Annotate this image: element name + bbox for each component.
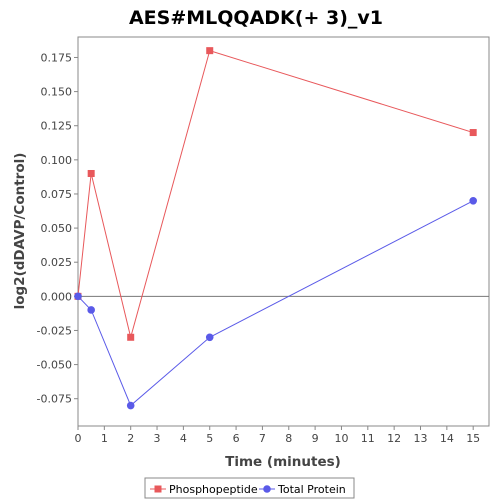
x-tick-label: 5	[206, 432, 213, 445]
y-tick-label: 0.100	[41, 154, 73, 167]
chart-title: AES#MLQQADK(+ 3)_v1	[129, 7, 383, 29]
x-tick-label: 11	[361, 432, 375, 445]
y-tick-label: 0.025	[41, 256, 73, 269]
x-tick-label: 10	[334, 432, 348, 445]
x-tick-label: 9	[312, 432, 319, 445]
total-protein-point	[126, 401, 135, 410]
x-tick-label: 4	[180, 432, 187, 445]
y-tick-label: 0.150	[41, 86, 73, 99]
x-tick-label: 7	[259, 432, 266, 445]
phosphopeptide-point	[87, 169, 95, 177]
x-tick-label: 14	[440, 432, 454, 445]
plot-area	[77, 36, 490, 427]
total-protein-point	[205, 333, 214, 342]
y-tick-label: 0.000	[41, 290, 73, 303]
x-tick-label: 8	[285, 432, 292, 445]
legend-label-phosphopeptide: Phosphopeptide	[169, 483, 258, 496]
x-tick-label: 13	[414, 432, 428, 445]
x-tick-label: 15	[466, 432, 480, 445]
phosphopeptide-point	[127, 333, 135, 341]
y-tick-label: 0.050	[41, 222, 73, 235]
y-tick-label: -0.025	[37, 324, 72, 337]
x-tick-label: 2	[127, 432, 134, 445]
legend-label-total-protein: Total Protein	[277, 483, 346, 496]
y-tick-label: 0.175	[41, 51, 73, 64]
x-tick-label: 3	[154, 432, 161, 445]
x-tick-label: 0	[75, 432, 82, 445]
phosphopeptide-point	[206, 47, 214, 55]
total-protein-point	[87, 306, 95, 314]
total-protein-point	[469, 196, 477, 205]
y-tick-label: 0.075	[41, 188, 73, 201]
x-axis-label: Time (minutes)	[225, 454, 341, 470]
x-tick-label: 1	[101, 432, 108, 445]
phosphopeptide-point	[469, 129, 477, 137]
x-tick-label: 6	[233, 432, 240, 445]
y-tick-label: -0.075	[37, 393, 72, 406]
legend-box	[144, 477, 355, 499]
y-tick-label: 0.125	[41, 120, 73, 133]
legend-marker-phosphopeptide	[154, 485, 162, 493]
x-tick-label: 12	[387, 432, 401, 445]
y-axis-label: log2(dDAVP/Control)	[12, 153, 28, 310]
y-tick-label: -0.050	[37, 359, 72, 372]
total-protein-point	[74, 292, 82, 301]
legend-marker-total-protein	[263, 485, 271, 493]
